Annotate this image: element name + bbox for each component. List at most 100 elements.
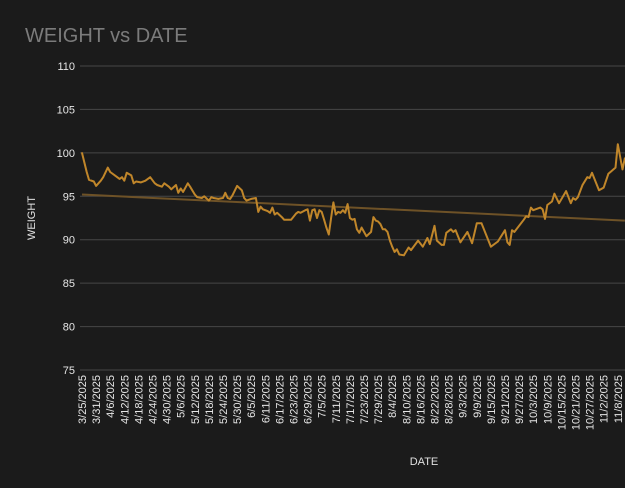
data-point	[410, 249, 412, 251]
data-point	[504, 229, 506, 231]
data-point	[403, 254, 405, 257]
data-point	[349, 217, 351, 219]
data-point	[210, 196, 213, 198]
y-tick-label: 110	[57, 61, 75, 73]
data-point	[342, 209, 344, 211]
data-point	[88, 178, 90, 181]
data-point	[356, 228, 358, 231]
x-tick-label: 5/30/2025	[232, 375, 244, 424]
data-point	[426, 237, 429, 239]
data-point	[175, 184, 177, 186]
data-point	[283, 218, 285, 221]
y-tick-label: 75	[63, 365, 75, 377]
data-point	[407, 246, 410, 249]
data-point	[154, 182, 156, 185]
x-tick-label: 7/23/2025	[359, 375, 371, 424]
data-point	[161, 185, 163, 188]
data-point	[125, 172, 128, 174]
data-point	[121, 176, 123, 178]
data-point	[598, 189, 600, 192]
data-point	[335, 213, 337, 216]
data-point	[602, 186, 605, 189]
x-tick-label: 4/24/2025	[148, 375, 160, 424]
y-tick-labels: 75 80 85 90 95 100 105 110	[57, 61, 75, 377]
data-point	[306, 208, 309, 211]
data-point	[118, 178, 121, 180]
data-point	[459, 241, 462, 244]
x-tick-label: 7/5/2025	[317, 375, 329, 418]
x-tick-label: 9/9/2025	[472, 375, 484, 418]
data-point	[391, 245, 394, 248]
data-point	[445, 231, 448, 234]
x-tick-label: 8/4/2025	[387, 375, 399, 418]
data-point	[102, 176, 104, 178]
data-point	[255, 197, 257, 199]
y-tick-label: 95	[63, 191, 75, 203]
data-point	[490, 245, 492, 248]
data-point	[572, 197, 574, 199]
data-point	[374, 219, 377, 222]
data-point	[276, 211, 278, 214]
data-point	[532, 209, 534, 211]
x-tick-label: 6/17/2025	[274, 375, 286, 424]
y-tick-label: 85	[63, 278, 75, 290]
x-tick-label: 5/18/2025	[204, 375, 216, 424]
data-point	[273, 213, 276, 216]
y-tick-label: 105	[57, 104, 75, 116]
data-point	[257, 211, 260, 213]
data-point	[203, 195, 205, 198]
data-point	[353, 218, 356, 220]
data-point	[621, 168, 624, 171]
x-tick-label: 8/28/2025	[444, 375, 456, 424]
data-point	[617, 143, 619, 145]
data-point	[95, 185, 97, 187]
data-point	[323, 218, 325, 221]
data-point	[280, 216, 283, 218]
data-point	[320, 211, 323, 213]
data-point	[325, 226, 328, 229]
data-point	[396, 248, 398, 251]
data-point	[570, 202, 572, 205]
data-point	[236, 185, 238, 187]
data-point	[212, 197, 215, 199]
data-point	[417, 239, 419, 242]
data-point	[196, 196, 198, 198]
x-tick-label: 4/30/2025	[162, 375, 174, 424]
data-point	[259, 205, 262, 208]
data-point	[123, 179, 126, 182]
data-point	[85, 171, 88, 173]
y-axis-label: WEIGHT	[26, 196, 38, 240]
data-point	[551, 200, 553, 203]
data-point	[508, 244, 511, 246]
data-point	[565, 190, 567, 192]
x-axis-label: DATE	[410, 456, 439, 468]
data-point	[443, 244, 445, 246]
data-point	[217, 198, 220, 200]
data-point	[313, 208, 316, 211]
data-point	[558, 202, 560, 205]
x-tick-label: 11/8/2025	[613, 375, 625, 423]
data-point	[614, 166, 617, 169]
data-point	[591, 172, 593, 174]
x-tick-label: 10/3/2025	[528, 375, 540, 424]
data-point	[144, 179, 147, 182]
x-tick-label: 4/12/2025	[119, 375, 131, 424]
data-point	[295, 212, 297, 215]
data-point	[222, 197, 224, 199]
data-point	[327, 233, 330, 236]
data-point	[358, 231, 361, 234]
x-tick-label: 8/22/2025	[430, 375, 442, 424]
data-point	[513, 231, 516, 233]
data-point	[100, 179, 102, 182]
data-point	[318, 209, 321, 211]
x-tick-label: 10/9/2025	[542, 375, 554, 424]
data-point	[450, 228, 452, 231]
y-tick-label: 80	[63, 322, 75, 334]
data-point	[262, 208, 264, 211]
data-point	[452, 231, 455, 233]
x-tick-label: 8/10/2025	[401, 375, 413, 424]
data-point	[544, 218, 546, 220]
data-point	[179, 187, 182, 190]
data-point	[311, 209, 314, 211]
